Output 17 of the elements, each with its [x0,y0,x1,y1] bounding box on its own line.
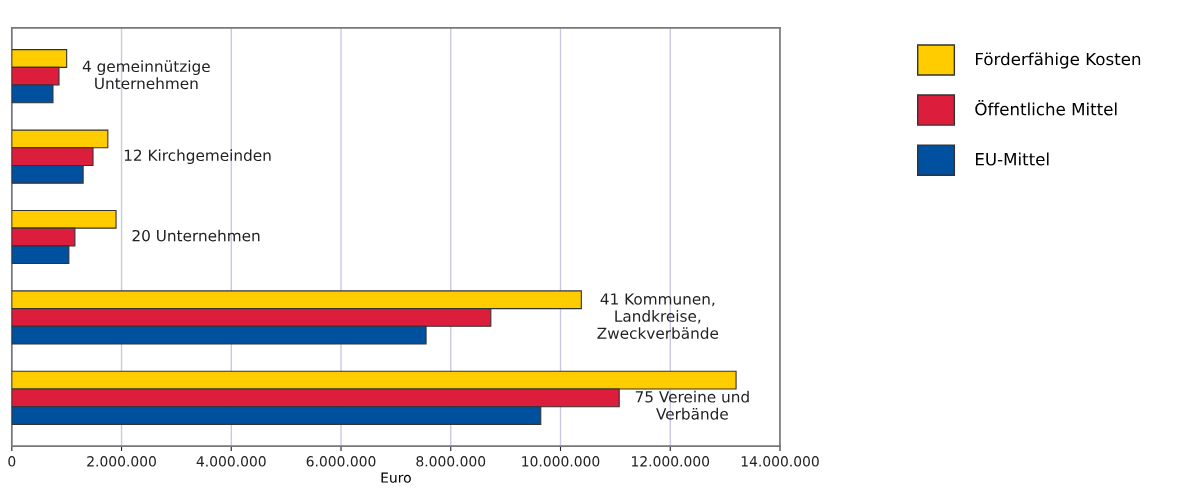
y-tick-label: 20 Unternehmen [132,229,260,242]
x-tick-label: 6.000.000 [306,456,376,467]
x-tick-label: 14.000.000 [741,456,819,467]
x-tick-label: 10.000.000 [522,456,600,467]
legend-label: Öffentliche Mittel [975,100,1117,116]
x-tick-label: 0 [8,456,16,467]
x-axis-title: Euro [381,472,411,483]
y-tick-label: 4 gemeinnützige Unternehmen [82,60,210,90]
legend-label: EU-Mittel [976,152,1049,166]
y-tick-label: 75 Vereine und Verbände [635,390,749,420]
x-tick-label: 4.000.000 [196,456,266,467]
x-tick-label: 2.000.000 [87,456,156,467]
legend-label: Förderfähige Kosten [976,52,1141,69]
y-tick-label: 12 Kirchgemeinden [124,149,271,164]
y-tick-label: 41 Kommunen, Landkreise, Zweckverbände [597,293,719,339]
x-tick-label: 12.000.000 [632,456,710,467]
x-tick-label: 8.000.000 [416,456,486,467]
